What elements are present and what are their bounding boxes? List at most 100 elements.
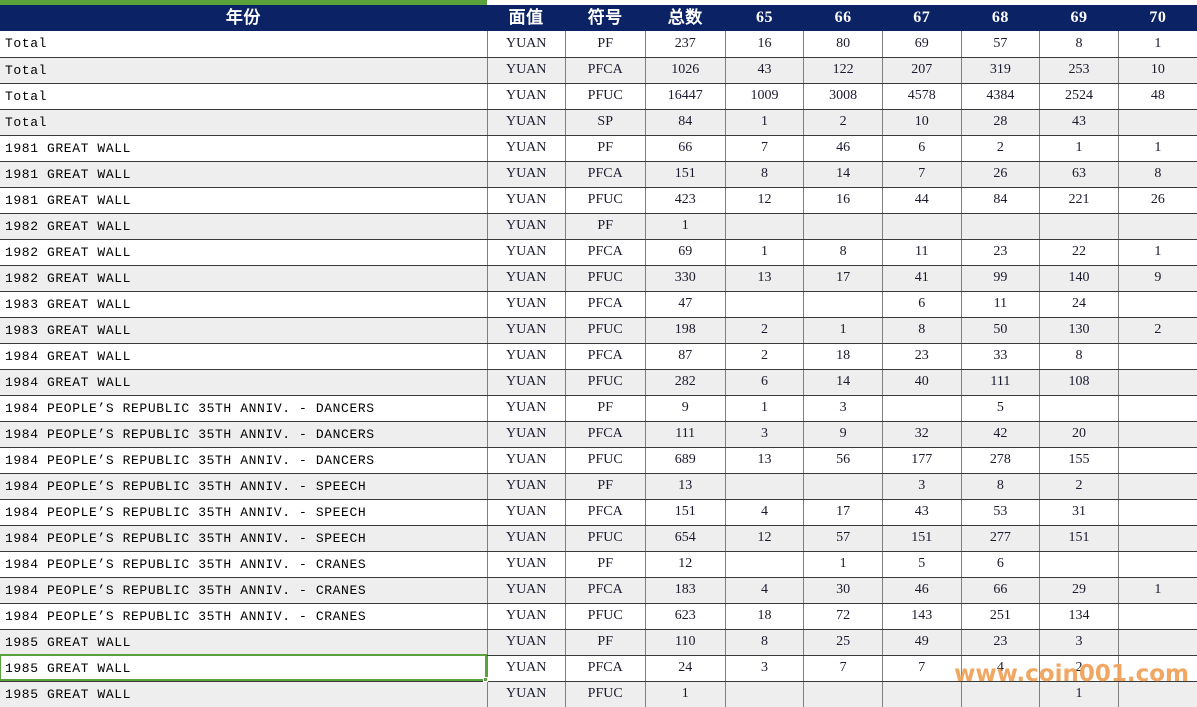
- cell-g70[interactable]: 1: [1118, 239, 1197, 266]
- cell-sym[interactable]: PFUC: [565, 369, 646, 396]
- cell-g68[interactable]: 4384: [961, 83, 1041, 110]
- table-row[interactable]: 1983 GREAT WALL YUAN PFUC 198 2 1 8 50 130 2: [0, 317, 1197, 344]
- cell-denom[interactable]: YUAN: [487, 421, 566, 448]
- cell-g69[interactable]: 1: [1039, 135, 1119, 162]
- cell-total[interactable]: 66: [645, 135, 726, 162]
- cell-g66[interactable]: 14: [803, 161, 883, 188]
- cell-year[interactable]: Total: [0, 57, 488, 84]
- table-row[interactable]: 1982 GREAT WALL YUAN PFUC 330 13 17 41 99 140 9: [0, 265, 1197, 292]
- cell-g69[interactable]: 108: [1039, 369, 1119, 396]
- cell-total[interactable]: 183: [645, 577, 726, 604]
- cell-g66[interactable]: 56: [803, 447, 883, 474]
- cell-g68[interactable]: 23: [961, 239, 1041, 266]
- cell-g67[interactable]: 3: [882, 473, 962, 500]
- cell-sym[interactable]: PFUC: [565, 83, 646, 110]
- cell-g68[interactable]: 8: [961, 473, 1041, 500]
- table-row[interactable]: 1984 PEOPLE’S REPUBLIC 35TH ANNIV. - SPE…: [0, 499, 1197, 526]
- cell-g66[interactable]: 1: [803, 551, 883, 578]
- cell-year[interactable]: 1982 GREAT WALL: [0, 239, 488, 266]
- cell-g70[interactable]: [1118, 421, 1197, 448]
- table-row[interactable]: 1982 GREAT WALL YUAN PF 1: [0, 213, 1197, 240]
- cell-g67[interactable]: 69: [882, 31, 962, 58]
- cell-g67[interactable]: [882, 681, 962, 707]
- cell-total[interactable]: 1026: [645, 57, 726, 84]
- cell-g69[interactable]: 2: [1039, 655, 1119, 682]
- cell-denom[interactable]: YUAN: [487, 291, 566, 318]
- cell-g70[interactable]: [1118, 109, 1197, 136]
- cell-denom[interactable]: YUAN: [487, 213, 566, 240]
- cell-g69[interactable]: 221: [1039, 187, 1119, 214]
- cell-g69[interactable]: 20: [1039, 421, 1119, 448]
- cell-sym[interactable]: PFCA: [565, 57, 646, 84]
- cell-g67[interactable]: 11: [882, 239, 962, 266]
- cell-sym[interactable]: PFCA: [565, 161, 646, 188]
- cell-g70[interactable]: [1118, 369, 1197, 396]
- cell-g68[interactable]: 42: [961, 421, 1041, 448]
- cell-total[interactable]: 1: [645, 681, 726, 707]
- cell-g69[interactable]: 22: [1039, 239, 1119, 266]
- column-header-g70[interactable]: 70: [1118, 5, 1197, 31]
- table-row[interactable]: Total YUAN PF 237 16 80 69 57 8 1: [0, 31, 1197, 58]
- cell-g65[interactable]: 16: [725, 31, 805, 58]
- cell-g69[interactable]: 63: [1039, 161, 1119, 188]
- cell-year[interactable]: 1984 PEOPLE’S REPUBLIC 35TH ANNIV. - DAN…: [0, 395, 488, 422]
- cell-sym[interactable]: PFCA: [565, 421, 646, 448]
- table-row[interactable]: Total YUAN PFUC 16447 1009 3008 4578 4384 2524 48: [0, 83, 1197, 110]
- cell-denom[interactable]: YUAN: [487, 629, 566, 656]
- table-row[interactable]: 1984 GREAT WALL YUAN PFCA 87 2 18 23 33 8: [0, 343, 1197, 370]
- cell-g70[interactable]: [1118, 525, 1197, 552]
- cell-g70[interactable]: 48: [1118, 83, 1197, 110]
- cell-denom[interactable]: YUAN: [487, 239, 566, 266]
- cell-g65[interactable]: 1: [725, 109, 805, 136]
- cell-denom[interactable]: YUAN: [487, 447, 566, 474]
- cell-g68[interactable]: 251: [961, 603, 1041, 630]
- cell-denom[interactable]: YUAN: [487, 473, 566, 500]
- column-header-g66[interactable]: 66: [803, 5, 883, 31]
- cell-total[interactable]: 623: [645, 603, 726, 630]
- cell-total[interactable]: 282: [645, 369, 726, 396]
- cell-g65[interactable]: 43: [725, 57, 805, 84]
- cell-sym[interactable]: PFUC: [565, 317, 646, 344]
- table-row[interactable]: 1983 GREAT WALL YUAN PFCA 47 6 11 24: [0, 291, 1197, 318]
- cell-g66[interactable]: 3008: [803, 83, 883, 110]
- cell-denom[interactable]: YUAN: [487, 135, 566, 162]
- cell-g69[interactable]: 8: [1039, 31, 1119, 58]
- cell-g65[interactable]: 2: [725, 343, 805, 370]
- column-header-g67[interactable]: 67: [882, 5, 962, 31]
- cell-year[interactable]: 1985 GREAT WALL: [0, 629, 488, 656]
- cell-g70[interactable]: [1118, 655, 1197, 682]
- cell-total[interactable]: 69: [645, 239, 726, 266]
- table-row[interactable]: 1984 PEOPLE’S REPUBLIC 35TH ANNIV. - CRA…: [0, 551, 1197, 578]
- column-header-g68[interactable]: 68: [961, 5, 1041, 31]
- cell-g67[interactable]: 46: [882, 577, 962, 604]
- cell-denom[interactable]: YUAN: [487, 603, 566, 630]
- table-row[interactable]: 1982 GREAT WALL YUAN PFCA 69 1 8 11 23 22 1: [0, 239, 1197, 266]
- table-row[interactable]: 1984 PEOPLE’S REPUBLIC 35TH ANNIV. - CRA…: [0, 577, 1197, 604]
- cell-g69[interactable]: 253: [1039, 57, 1119, 84]
- cell-g67[interactable]: 7: [882, 161, 962, 188]
- cell-g66[interactable]: 57: [803, 525, 883, 552]
- cell-g69[interactable]: 134: [1039, 603, 1119, 630]
- cell-sym[interactable]: PF: [565, 213, 646, 240]
- cell-year[interactable]: 1981 GREAT WALL: [0, 161, 488, 188]
- cell-denom[interactable]: YUAN: [487, 31, 566, 58]
- cell-year[interactable]: Total: [0, 31, 488, 58]
- cell-total[interactable]: 198: [645, 317, 726, 344]
- cell-g69[interactable]: 24: [1039, 291, 1119, 318]
- column-header-sym[interactable]: 符号: [565, 5, 646, 31]
- cell-g68[interactable]: 4: [961, 655, 1041, 682]
- cell-denom[interactable]: YUAN: [487, 317, 566, 344]
- cell-g68[interactable]: 111: [961, 369, 1041, 396]
- cell-denom[interactable]: YUAN: [487, 83, 566, 110]
- table-row[interactable]: 1984 PEOPLE’S REPUBLIC 35TH ANNIV. - DAN…: [0, 421, 1197, 448]
- cell-total[interactable]: 13: [645, 473, 726, 500]
- cell-g69[interactable]: [1039, 551, 1119, 578]
- cell-g67[interactable]: 207: [882, 57, 962, 84]
- cell-g68[interactable]: 28: [961, 109, 1041, 136]
- cell-total[interactable]: 9: [645, 395, 726, 422]
- cell-sym[interactable]: PFUC: [565, 265, 646, 292]
- cell-g65[interactable]: 1: [725, 395, 805, 422]
- cell-g66[interactable]: 72: [803, 603, 883, 630]
- cell-year[interactable]: 1984 PEOPLE’S REPUBLIC 35TH ANNIV. - SPE…: [0, 473, 488, 500]
- cell-g68[interactable]: 33: [961, 343, 1041, 370]
